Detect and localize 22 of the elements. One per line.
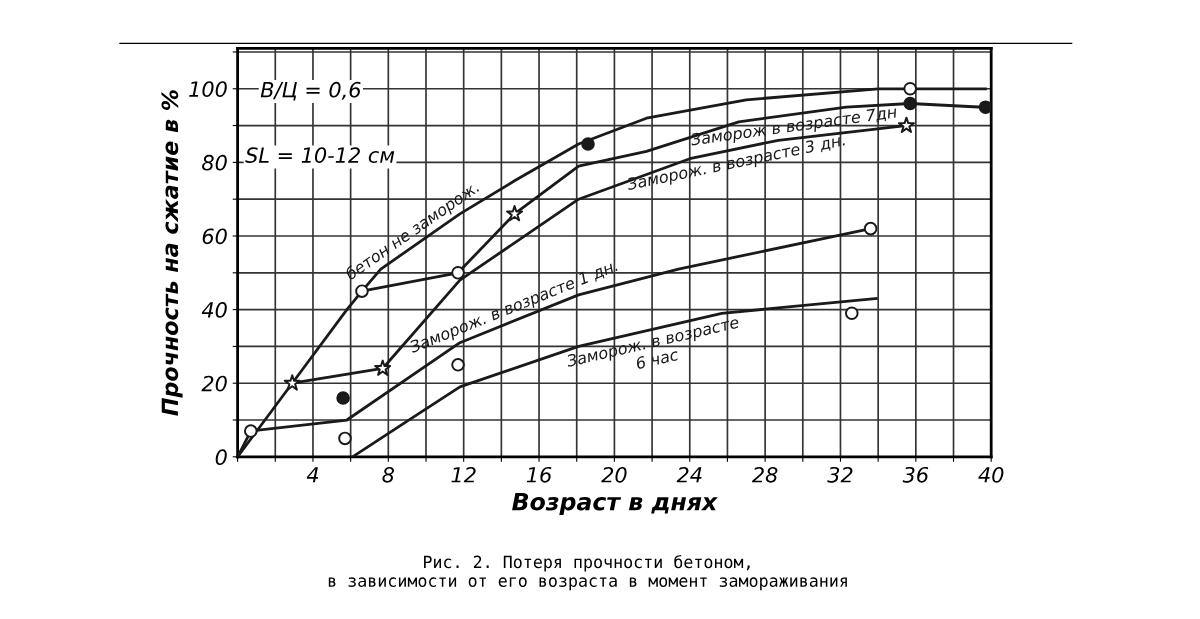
y-tick-label: 80 <box>202 154 227 171</box>
x-tick-label: 28 <box>751 466 778 483</box>
x-tick-label: 16 <box>526 466 552 483</box>
y-tick-label: 20 <box>201 375 227 392</box>
y-tick-label: 40 <box>201 302 227 318</box>
x-tick-label: 12 <box>451 466 476 483</box>
y-tick-label: 100 <box>189 81 227 97</box>
annotation: В/Ц = 0,6 <box>260 81 361 101</box>
x-tick-label: 20 <box>601 466 627 483</box>
x-tick-label: 8 <box>382 466 395 483</box>
x-tick-label: 40 <box>978 466 1004 483</box>
text: Рис. 2. Потеря прочности бетоном, в зависимости от его возраста в момент замораживания <box>328 554 847 591</box>
annotation: SL = 10-12 см <box>245 147 395 163</box>
y-tick-label: 0 <box>215 449 227 466</box>
y-tick-label: 60 <box>202 228 227 245</box>
x-axis-title: Возраст в днях <box>512 492 718 516</box>
x-tick-label: 32 <box>827 466 853 483</box>
x-tick-label: 36 <box>902 466 929 483</box>
y-axis-title: Прочность на сжатие в % <box>161 90 183 416</box>
x-tick-label: 24 <box>676 466 702 483</box>
x-tick-label: 4 <box>306 467 319 483</box>
text: Заморож. в возрасте 6 час <box>565 315 741 371</box>
